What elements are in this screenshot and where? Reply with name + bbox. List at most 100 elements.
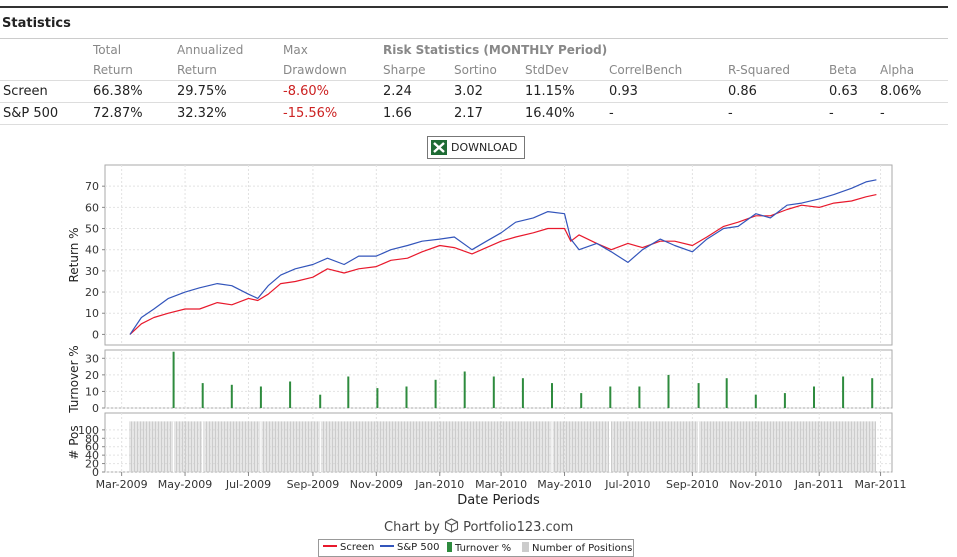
cell-annualized-return: 32.32% <box>177 106 227 121</box>
table-rule <box>0 124 948 125</box>
turnover-bar <box>172 351 175 408</box>
legend-swatch <box>380 545 394 547</box>
turnover-bar <box>230 384 233 408</box>
header-stddev: StdDev <box>525 63 569 77</box>
turnover-bar <box>289 381 292 408</box>
y-axis-label-positions: # Pos <box>67 425 81 459</box>
sp500-line <box>129 179 877 335</box>
chart-credit: Chart by Portfolio123.com <box>384 518 573 535</box>
x-tick-label: May-2010 <box>537 478 592 491</box>
cell-annualized-return: 29.75% <box>177 84 227 99</box>
y-tick-label: 80 <box>85 432 99 445</box>
y-tick-label: 20 <box>85 286 99 299</box>
x-tick-label: Jan-2011 <box>794 478 844 491</box>
header-sharpe: Sharpe <box>383 63 426 77</box>
cell-stddev: 11.15% <box>525 84 575 99</box>
turnover-bar <box>347 376 350 408</box>
download-button[interactable]: DOWNLOAD <box>427 136 525 159</box>
legend-item-turnover: Turnover % <box>447 542 511 554</box>
turnover-bar <box>609 386 612 408</box>
header-sortino: Sortino <box>454 63 497 77</box>
turnover-bar <box>551 383 553 408</box>
header-drawdown: Drawdown <box>283 63 347 77</box>
turnover-bar <box>697 383 700 408</box>
turnover-bar <box>201 383 204 408</box>
cell-rsquared: 0.86 <box>728 84 757 99</box>
cell-max-drawdown: -8.60% <box>283 84 329 99</box>
y-axis-label-return: Return % <box>67 227 81 282</box>
table-row: S&P 500 72.87% 32.32% -15.56% 1.66 2.17 … <box>0 103 948 125</box>
x-tick-label: Jul-2010 <box>604 478 650 491</box>
cell-alpha: 8.06% <box>880 84 922 99</box>
turnover-bar <box>434 379 437 408</box>
x-tick-label: Mar-2010 <box>475 478 527 491</box>
header-return: Return <box>93 63 133 77</box>
legend-label: Number of Positions <box>532 543 633 554</box>
cell-stddev: 16.40% <box>525 106 575 121</box>
x-tick-label: Sep-2009 <box>287 478 340 491</box>
x-tick-label: Jul-2009 <box>225 478 271 491</box>
y-tick-label: 100 <box>78 424 99 437</box>
turnover-bar <box>319 394 322 408</box>
table-row: Screen 66.38% 29.75% -8.60% 2.24 3.02 11… <box>0 81 948 103</box>
turnover-bar <box>813 386 815 408</box>
header-correlbench: CorrelBench <box>609 63 683 77</box>
header-risk-statistics: Risk Statistics (MONTHLY Period) <box>383 43 608 57</box>
chart-legend: Screen S&P 500 Turnover % Number of Posi… <box>318 539 634 557</box>
y-tick-label: 40 <box>85 244 99 257</box>
cell-correlbench: - <box>609 106 614 121</box>
legend-item-positions: Number of Positions <box>522 542 632 554</box>
return-panel: 0 10 20 30 40 50 60 70 Return % <box>67 164 893 346</box>
turnover-bar <box>871 378 874 408</box>
y-tick-label: 10 <box>85 307 99 320</box>
header-alpha: Alpha <box>880 63 915 77</box>
y-tick-label: 20 <box>85 458 99 471</box>
x-tick-label: Mar-2011 <box>855 478 907 491</box>
turnover-bar <box>580 393 583 408</box>
cell-total-return: 66.38% <box>93 84 143 99</box>
y-tick-label: 70 <box>85 180 99 193</box>
cell-sharpe: 1.66 <box>383 106 412 121</box>
section-title: Statistics <box>2 16 71 31</box>
y-tick-label: 30 <box>85 352 99 365</box>
turnover-bar <box>667 374 670 408</box>
turnover-bar <box>725 378 728 408</box>
turnover-bar <box>638 386 641 408</box>
turnover-bar <box>521 378 524 408</box>
turnover-bar <box>259 386 262 408</box>
cell-total-return: 72.87% <box>93 106 143 121</box>
y-tick-label: 50 <box>85 223 99 236</box>
turnover-bar <box>463 371 466 408</box>
y-tick-label: 60 <box>85 201 99 214</box>
header-total: Total <box>93 43 122 57</box>
legend-swatch <box>447 542 452 552</box>
cell-rsquared: - <box>728 106 733 121</box>
x-tick-label: May-2009 <box>158 478 213 491</box>
y-tick-label: 20 <box>85 369 99 382</box>
header-beta: Beta <box>829 63 857 77</box>
credit-brand: Portfolio123.com <box>463 520 574 535</box>
header-rsquared: R-Squared <box>728 63 791 77</box>
y-tick-label: 0 <box>92 466 99 479</box>
cell-sharpe: 2.24 <box>383 84 412 99</box>
turnover-bar <box>783 393 786 408</box>
turnover-bar <box>754 394 757 408</box>
y-tick-label: 0 <box>92 328 99 341</box>
cell-max-drawdown: -15.56% <box>283 106 338 121</box>
row-name: Screen <box>3 84 48 99</box>
turnover-bar <box>842 376 845 408</box>
table-rule <box>0 102 948 103</box>
y-tick-label: 60 <box>85 441 99 454</box>
date-axis: Mar-2009 May-2009 Jul-2009 Sep-2009 Nov-2009… <box>96 472 907 508</box>
excel-icon <box>431 140 447 155</box>
x-tick-label: Nov-2010 <box>729 478 782 491</box>
legend-label: Screen <box>340 542 375 553</box>
legend-swatch <box>323 545 337 547</box>
legend-item-screen: Screen <box>323 542 374 553</box>
cell-correlbench: 0.93 <box>609 84 638 99</box>
y-tick-label: 30 <box>85 265 99 278</box>
y-tick-label: 10 <box>85 385 99 398</box>
cell-beta: - <box>829 106 834 121</box>
header-return-annualized: Return <box>177 63 217 77</box>
